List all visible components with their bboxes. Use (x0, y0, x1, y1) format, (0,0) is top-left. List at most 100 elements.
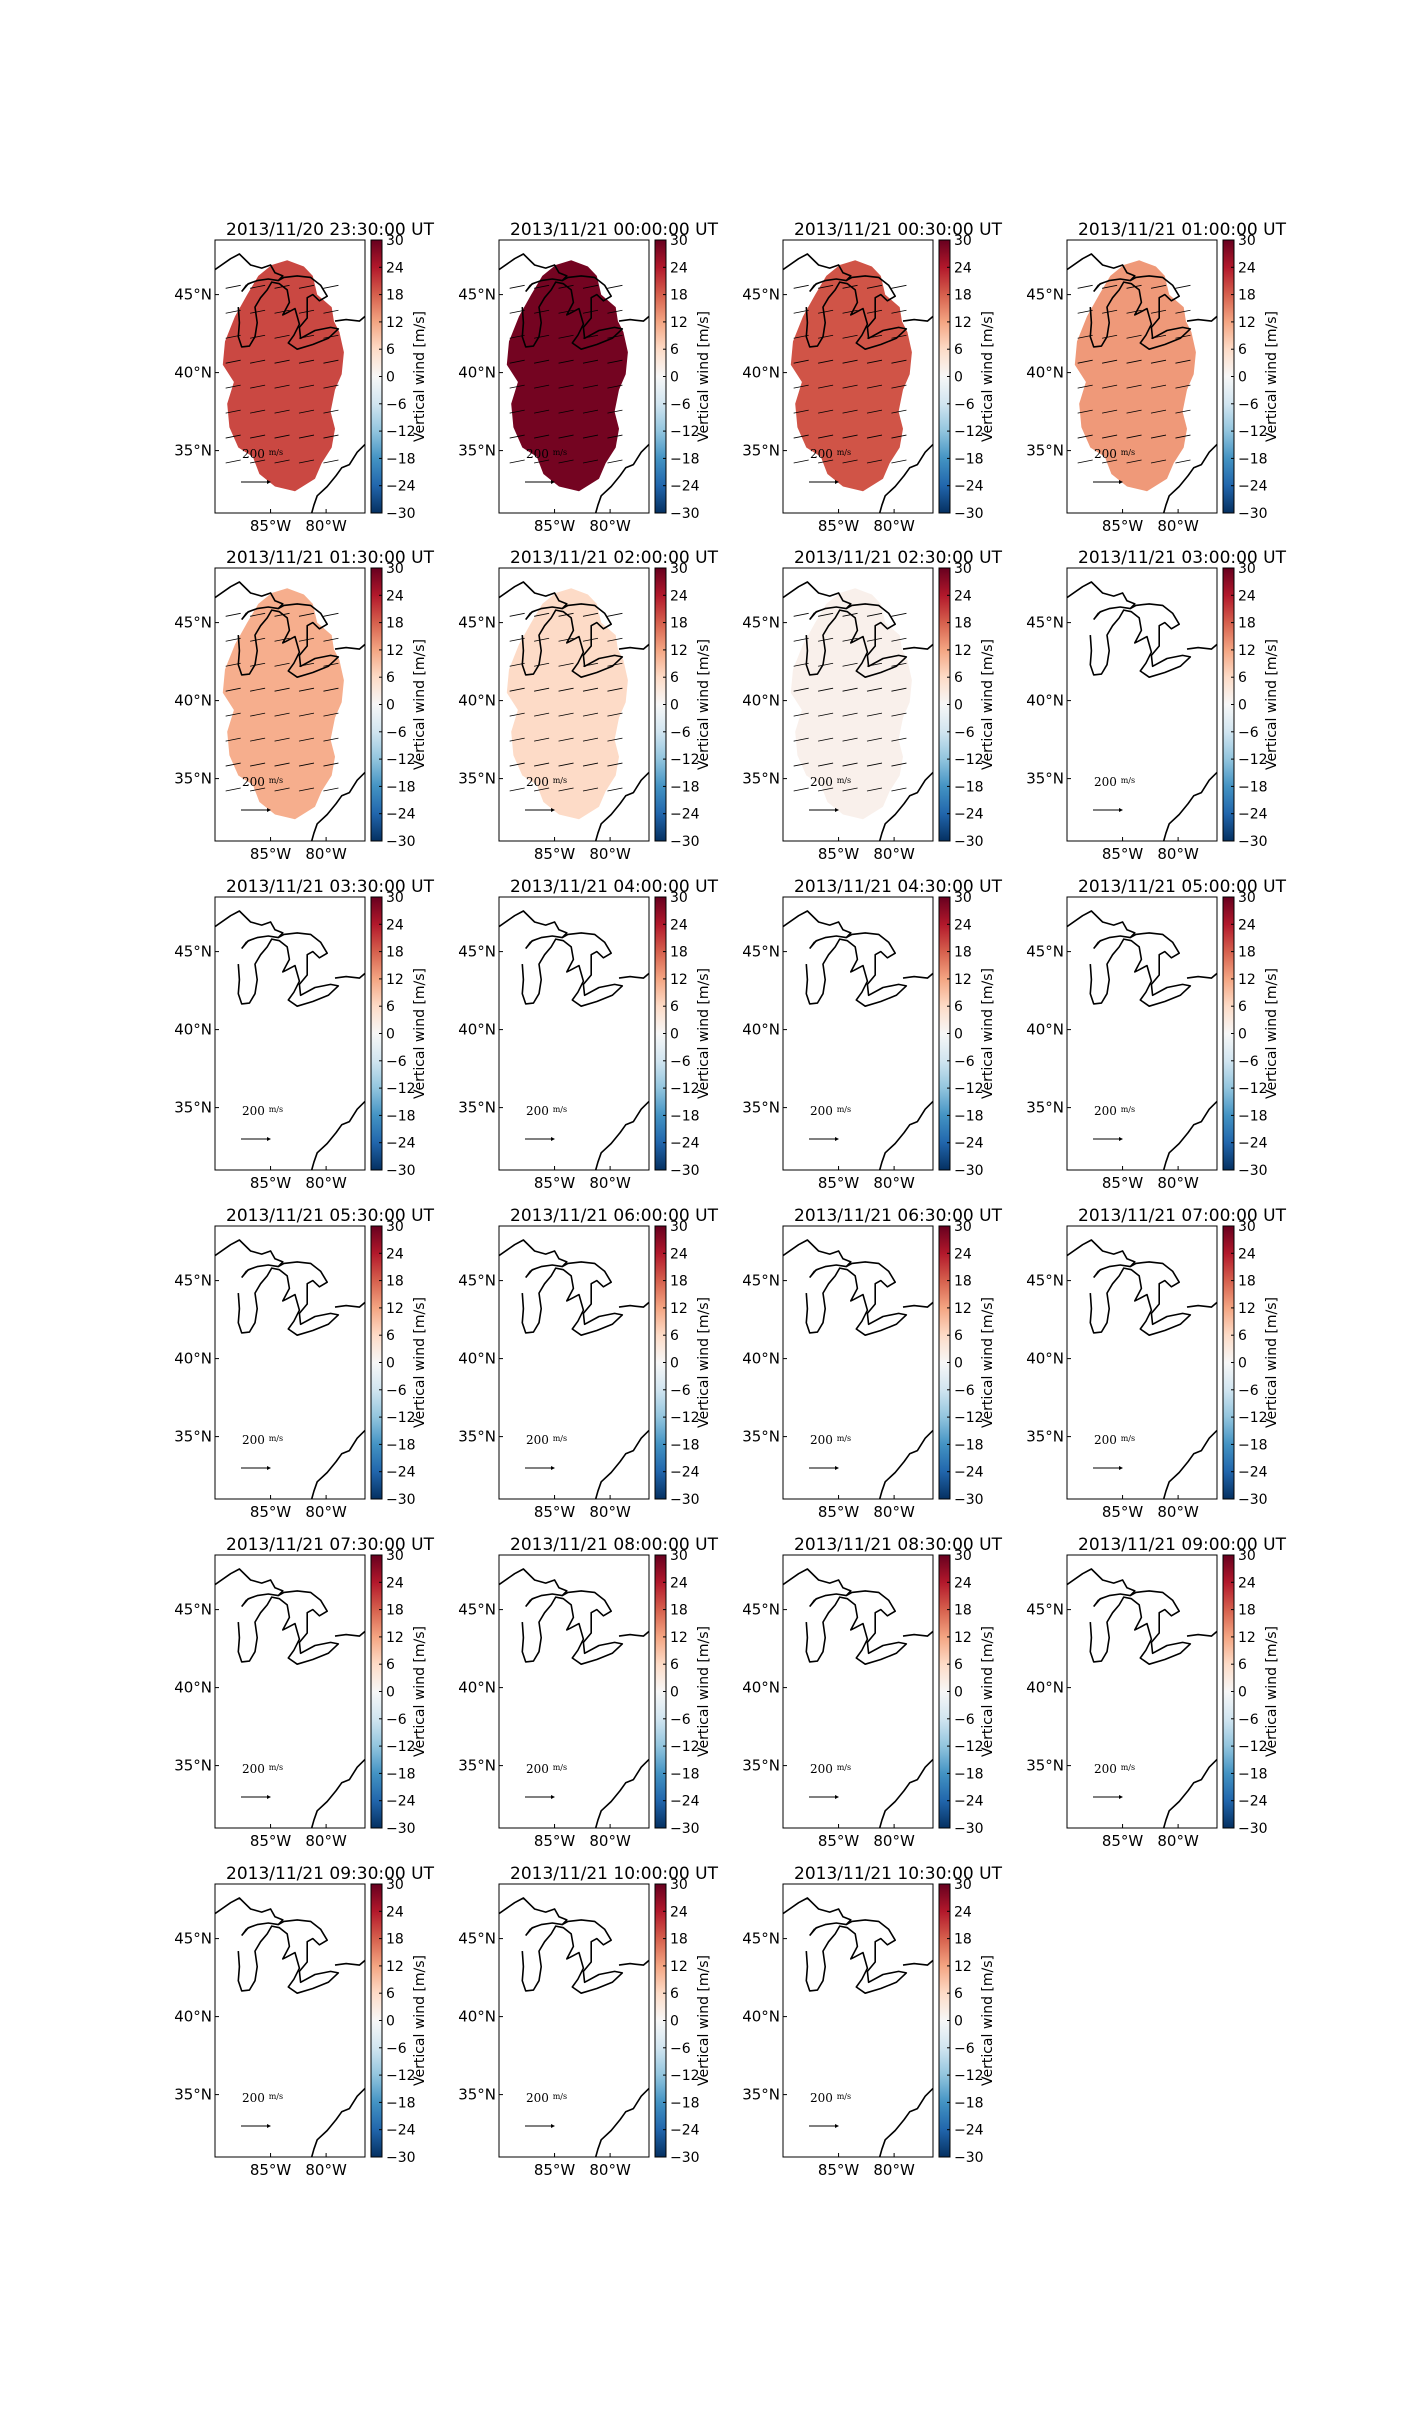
scale-arrow-head (267, 1137, 271, 1141)
colorbar-tick-label: −30 (386, 506, 416, 522)
colorbar-tick-label: 0 (670, 2014, 679, 2030)
map-frame (214, 567, 366, 842)
coastline (241, 609, 254, 620)
scale-arrow-head (1119, 480, 1123, 484)
wind-vector (1175, 284, 1191, 289)
lon-tick-label: 85°W (250, 1832, 292, 1850)
lat-tick-label: 35°N (458, 770, 496, 788)
map-panel: 2013/11/21 07:30:00 UT 200 m/s 45°N 40°N 35°… (174, 1535, 434, 1850)
lon-tick-label: 85°W (250, 1503, 292, 1521)
lon-tick-label: 85°W (1102, 845, 1144, 863)
lat-tick-label: 45°N (1026, 1272, 1064, 1290)
colorbar-tick-label: 0 (670, 1027, 679, 1043)
colorbar-tick-label: 24 (954, 1904, 972, 1920)
panel-title: 2013/11/21 08:30:00 UT (794, 1535, 1003, 1555)
colorbar-tick-label: −18 (954, 2095, 984, 2111)
colorbar-tick-label: 0 (386, 1356, 395, 1372)
colorbar-tick-label: 6 (954, 342, 963, 358)
colorbar-tick-label: 0 (670, 1685, 679, 1701)
colorbar-tick-label: 24 (1238, 1575, 1256, 1591)
lat-tick-label: 35°N (742, 2086, 780, 2104)
colorbar-tick-label: −24 (670, 2123, 700, 2139)
colorbar-tick-label: 30 (386, 1548, 404, 1564)
scale-arrow-label: 200 m/s (242, 775, 283, 789)
panel-title: 2013/11/21 08:00:00 UT (510, 1535, 719, 1555)
colorbar-tick-label: 12 (954, 315, 972, 331)
wind-vector (1077, 384, 1093, 389)
colorbar-tick-label: 18 (1238, 616, 1256, 632)
coastline (237, 1919, 340, 1994)
wind-vector (509, 384, 525, 389)
colorbar-tick-label: 30 (386, 233, 404, 249)
colorbar-tick-label: 30 (1238, 1219, 1256, 1235)
wind-vector (274, 434, 290, 439)
lat-tick-label: 35°N (458, 442, 496, 460)
colorbar-tick-label: 6 (386, 999, 395, 1015)
colorbar-tick-label: −12 (670, 752, 700, 768)
panel-title: 2013/11/21 10:00:00 UT (510, 1864, 719, 1884)
colorbar-tick-label: 18 (386, 616, 404, 632)
colorbar-tick-label: −24 (1238, 807, 1268, 823)
wind-vector (793, 737, 809, 742)
colorbar-tick-label: 0 (386, 698, 395, 714)
coastline (1067, 581, 1136, 621)
colorbar-tick-label: 30 (386, 890, 404, 906)
wind-vector (1126, 334, 1142, 339)
wind-vector (225, 712, 241, 717)
colorbar-tick-label: 0 (954, 1356, 963, 1372)
map-content (1067, 581, 1217, 841)
map-frame (782, 239, 934, 514)
map-panel: 2013/11/20 23:30:00 UT 200 m/s 45°N 40°N 35°… (174, 220, 434, 535)
colorbar-tick-label: −24 (670, 479, 700, 495)
coastline (237, 1261, 340, 1336)
lat-tick-label: 40°N (174, 1350, 212, 1368)
wind-vector (534, 334, 550, 339)
wind-vector (534, 409, 550, 414)
lon-tick-label: 80°W (589, 1174, 631, 1192)
map-panel: 2013/11/21 06:00:00 UT 200 m/s 45°N 40°N 35°… (458, 1206, 718, 1521)
panel-title: 2013/11/21 07:00:00 UT (1078, 1206, 1287, 1226)
colorbar-tick-label: 24 (1238, 588, 1256, 604)
wind-vector (323, 334, 339, 339)
wind-vector (1126, 359, 1142, 364)
lat-tick-label: 35°N (1026, 1428, 1064, 1446)
wind-vector (866, 762, 883, 767)
colorbar-tick-label: 18 (954, 616, 972, 632)
colorbar-tick-label: −6 (1238, 1383, 1259, 1399)
colorbar-tick-label: 12 (670, 1630, 688, 1646)
scale-arrow-head (267, 808, 271, 812)
wind-vector (323, 309, 339, 314)
colorbar-tick-label: −24 (386, 1136, 416, 1152)
lon-tick-label: 85°W (534, 2161, 576, 2179)
map-frame (498, 896, 650, 1171)
coastline (1093, 1596, 1106, 1607)
wind-vector (274, 384, 290, 389)
map-panel: 2013/11/21 01:30:00 UT 200 m/s 45°N 40°N 35°… (174, 548, 434, 863)
colorbar-tick-label: −30 (670, 2150, 700, 2166)
colorbar-tick-label: 30 (670, 1548, 688, 1564)
wind-vector (225, 384, 241, 389)
colorbar-tick-label: −18 (386, 1108, 416, 1124)
wind-vector (274, 284, 290, 289)
colorbar-tick-label: 6 (954, 1657, 963, 1673)
colorbar-tick-label: −18 (670, 1108, 700, 1124)
colorbar-label: Vertical wind [m/s] (412, 311, 428, 442)
map-panel: 2013/11/21 08:00:00 UT 200 m/s 45°N 40°N 35°… (458, 1535, 718, 1850)
coastline (521, 275, 624, 351)
map-frame (1066, 1225, 1218, 1500)
coastline (809, 281, 822, 292)
colorbar-tick-label: 0 (1238, 1356, 1247, 1372)
wind-vector (1126, 459, 1142, 464)
map-panel: 2013/11/21 04:00:00 UT 200 m/s 45°N 40°N 35°… (458, 877, 718, 1192)
wind-vector (607, 359, 623, 364)
colorbar-tick-label: 0 (670, 698, 679, 714)
coastline (241, 1596, 254, 1607)
colorbar-tick-label: 30 (1238, 1548, 1256, 1564)
scale-arrow-label: 200 m/s (242, 447, 283, 461)
colorbar-tick-label: 0 (670, 1356, 679, 1372)
colorbar-tick-label: 12 (386, 972, 404, 988)
panel-title: 2013/11/20 23:30:00 UT (226, 220, 435, 240)
lat-tick-label: 35°N (458, 1428, 496, 1446)
colorbar-tick-label: −24 (954, 1136, 984, 1152)
